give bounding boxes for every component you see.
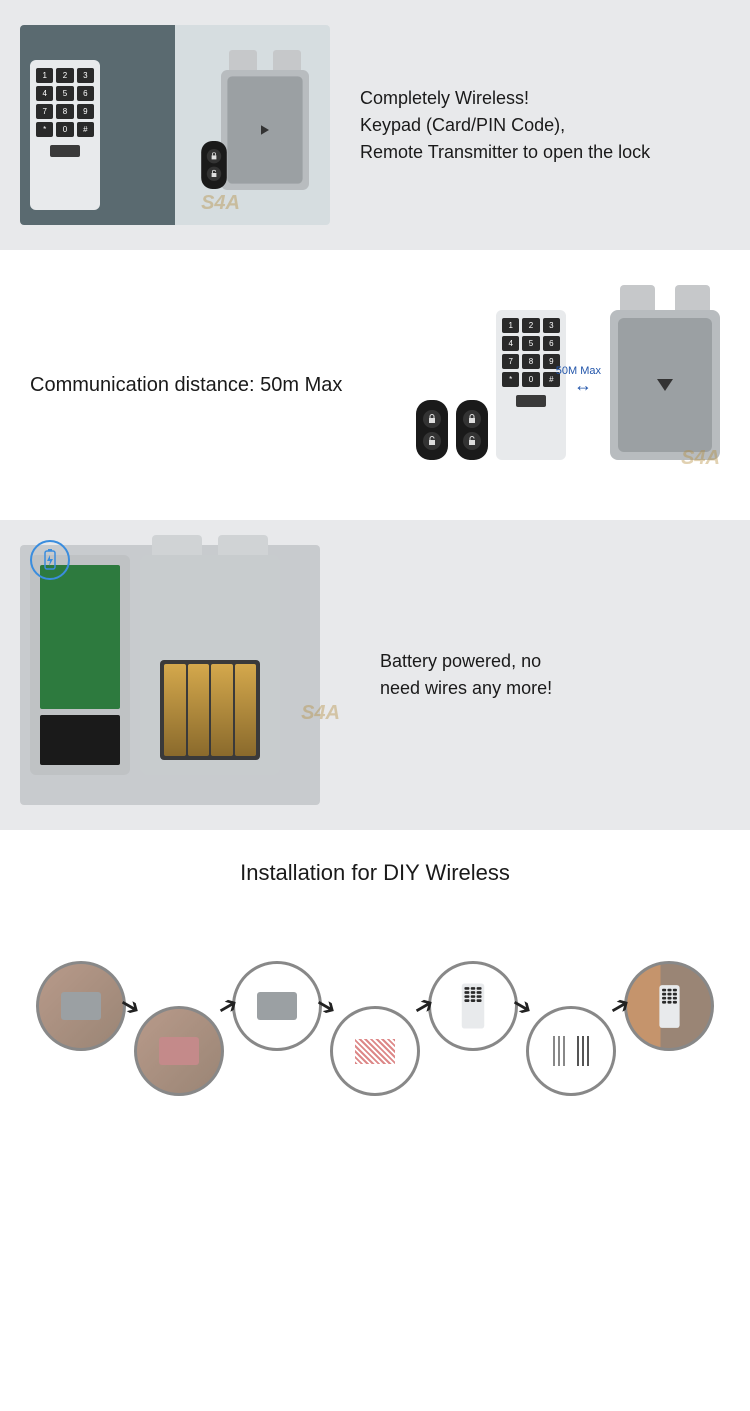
lock-face <box>618 318 712 452</box>
section1-line3: Remote Transmitter to open the lock <box>360 139 650 166</box>
key-7: 7 <box>36 104 53 119</box>
step-6-image <box>526 1006 616 1096</box>
keypad-grid: 1 2 3 4 5 6 7 8 9 * 0 # <box>502 318 560 387</box>
step-4-image <box>330 1006 420 1096</box>
play-icon <box>261 125 269 135</box>
installation-steps: ➔ ➔ ➔ ➔ <box>36 916 715 1096</box>
pcb-batteries <box>40 715 120 765</box>
key-9: 9 <box>77 104 94 119</box>
section-battery: S4A Battery powered, no need wires any m… <box>0 520 750 830</box>
watermark: S4A <box>681 447 720 470</box>
battery-image: S4A <box>20 545 320 805</box>
keypad-device: 1 2 3 4 5 6 7 8 9 * 0 # <box>30 60 100 210</box>
keypad-sensor <box>516 395 546 407</box>
distance-label: 50M Max <box>556 365 601 377</box>
key: * <box>502 372 519 387</box>
product-scene-image: 1 2 3 4 5 6 7 8 9 * 0 # <box>20 25 330 225</box>
battery-charge-icon <box>30 540 70 580</box>
key: 4 <box>502 336 519 351</box>
key-3: 3 <box>77 68 94 83</box>
watermark: S4A <box>201 192 240 215</box>
scene-keypad: 1 2 3 4 5 6 7 8 9 * 0 # <box>30 60 100 210</box>
section1-line1: Completely Wireless! <box>360 85 650 112</box>
section1-line2: Keypad (Card/PIN Code), <box>360 112 650 139</box>
battery-compartment <box>160 660 260 760</box>
mini-keypad-icon <box>462 984 485 1029</box>
step-3-image <box>232 961 322 1051</box>
screws-icon <box>553 1036 589 1066</box>
key-5: 5 <box>56 86 73 101</box>
key-6: 6 <box>77 86 94 101</box>
pcb-unit <box>30 555 130 775</box>
key-4: 4 <box>36 86 53 101</box>
step-col-5 <box>428 961 518 1051</box>
section4-title: Installation for DIY Wireless <box>240 860 510 886</box>
lock-back-unit <box>140 555 280 775</box>
step-col-1 <box>36 961 126 1051</box>
key: 3 <box>543 318 560 333</box>
key: 1 <box>502 318 519 333</box>
down-arrow-icon <box>657 379 673 391</box>
step-col-2 <box>134 1006 224 1096</box>
section-wireless: 1 2 3 4 5 6 7 8 9 * 0 # <box>0 0 750 250</box>
step-col-4 <box>330 1006 420 1096</box>
key-0: 0 <box>56 122 73 137</box>
step-col-7 <box>624 961 714 1051</box>
keypad-2: 1 2 3 4 5 6 7 8 9 * 0 # <box>496 310 566 460</box>
aa-battery <box>211 664 233 756</box>
pcb-board <box>40 565 120 709</box>
mini-lock-icon <box>159 1037 199 1065</box>
section3-text: Battery powered, no need wires any more! <box>380 648 552 702</box>
key: 0 <box>522 372 539 387</box>
section3-line2: need wires any more! <box>380 675 552 702</box>
mini-lock-icon <box>61 992 101 1020</box>
key: 7 <box>502 354 519 369</box>
mini-keypad-icon <box>659 985 679 1028</box>
devices-row: 1 2 3 4 5 6 7 8 9 * 0 # ↔ 50M Max <box>416 310 720 460</box>
section-distance: Communication distance: 50m Max 1 2 3 4 … <box>0 250 750 520</box>
tape-icon <box>355 1039 395 1064</box>
step-1-image <box>36 961 126 1051</box>
aa-battery <box>164 664 186 756</box>
key-1: 1 <box>36 68 53 83</box>
distance-arrow-icon: ↔ <box>574 375 592 396</box>
remote-2 <box>456 400 488 460</box>
lock-unit <box>221 70 309 190</box>
remote-unlock-icon <box>463 432 481 450</box>
key: 6 <box>543 336 560 351</box>
keypad-sensor <box>50 145 80 157</box>
remote-lock-icon <box>463 410 481 428</box>
step-col-6 <box>526 1006 616 1096</box>
step-2-image <box>134 1006 224 1096</box>
lock-face <box>227 76 302 183</box>
section2-heading: Communication distance: 50m Max <box>30 370 342 400</box>
remote-1 <box>416 400 448 460</box>
remote-fob <box>201 141 227 189</box>
mini-lock-icon <box>257 992 297 1020</box>
keypad-grid: 1 2 3 4 5 6 7 8 9 * 0 # <box>36 68 94 137</box>
aa-battery <box>188 664 210 756</box>
section1-text: Completely Wireless! Keypad (Card/PIN Co… <box>360 85 650 166</box>
key-star: * <box>36 122 53 137</box>
key-hash: # <box>77 122 94 137</box>
remote-unlock-button <box>207 167 221 181</box>
scene-remote <box>201 141 227 189</box>
key-2: 2 <box>56 68 73 83</box>
step-5-image <box>428 961 518 1051</box>
step-col-3 <box>232 961 322 1051</box>
remote-unlock-icon <box>423 432 441 450</box>
lock-unit-2 <box>610 310 720 460</box>
watermark: S4A <box>301 702 340 725</box>
key: 5 <box>522 336 539 351</box>
remote-lock-icon <box>423 410 441 428</box>
key-8: 8 <box>56 104 73 119</box>
section3-line1: Battery powered, no <box>380 648 552 675</box>
step-7-image <box>624 961 714 1051</box>
remote-lock-button <box>207 149 221 163</box>
section-installation: Installation for DIY Wireless ➔ ➔ ➔ ➔ <box>0 830 750 1126</box>
key: 8 <box>522 354 539 369</box>
key: 2 <box>522 318 539 333</box>
aa-battery <box>235 664 257 756</box>
